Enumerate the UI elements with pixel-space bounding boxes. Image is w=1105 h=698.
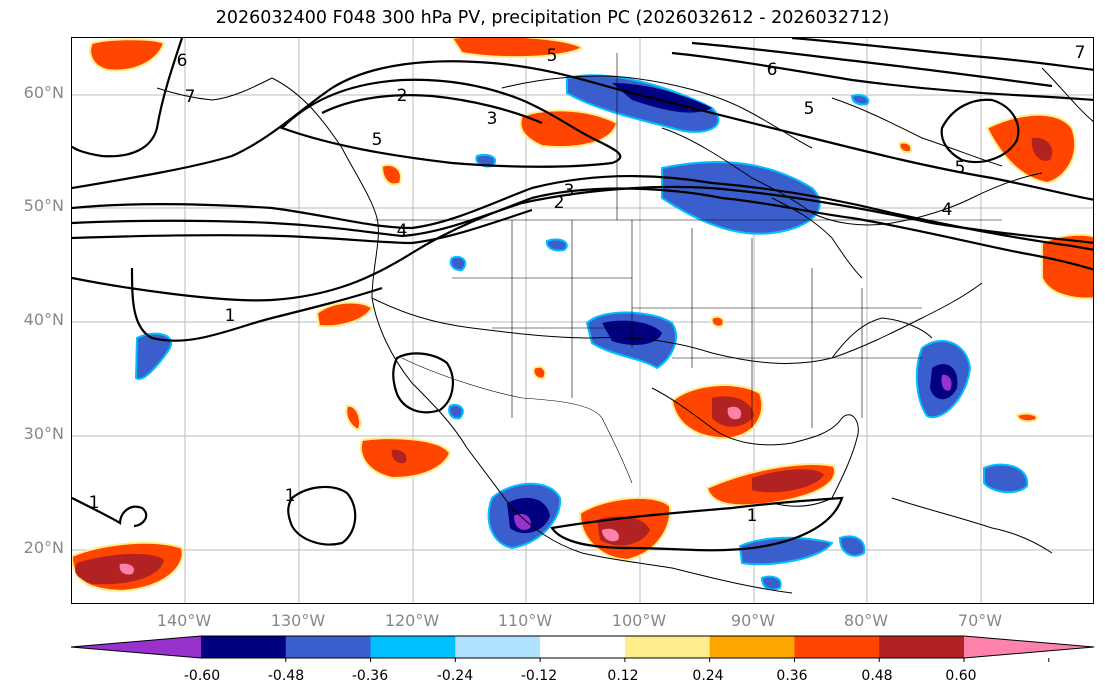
- contour-label: 1: [225, 306, 236, 326]
- colorbar-segment: [709, 636, 795, 658]
- colorbar-segment: [624, 636, 711, 658]
- contour-label: 3: [564, 181, 575, 201]
- precip-positive-areas: [72, 38, 1093, 593]
- precip-area-quebec: [985, 113, 1077, 185]
- lat-label-40n: 40°N: [23, 310, 64, 329]
- map-title: 2026032400 F048 300 hPa PV, precipitatio…: [215, 8, 890, 28]
- colorbar-segment: [71, 636, 201, 658]
- map-canvas: 1 1 1 1 2 2 3 3 4 4 5 5 5 5 6 6 7 7: [72, 38, 1093, 603]
- lon-label-80w: 80°W: [843, 611, 889, 630]
- lat-label-20n: 20°N: [23, 538, 64, 557]
- colorbar-segment: [879, 636, 965, 658]
- lon-label-70w: 70°W: [957, 611, 1003, 630]
- colorbar-segment: [794, 636, 880, 658]
- colorbar-segment: [201, 636, 287, 658]
- colorbar-tick: -0.60: [183, 668, 221, 684]
- precip-area-caribbean: [738, 536, 834, 566]
- precip-negative-areas: [134, 74, 1029, 591]
- contour-label: 1: [747, 506, 758, 526]
- contour-label: 7: [185, 87, 196, 107]
- contour-label: 6: [177, 51, 188, 71]
- colorbar-tick: 0.24: [692, 668, 724, 684]
- colorbar-tick: 0.36: [776, 668, 808, 684]
- lon-label-110w: 110°W: [497, 611, 553, 630]
- colorbar-segment: [964, 636, 1094, 658]
- lon-label-100w: 100°W: [611, 611, 667, 630]
- contour-label: 3: [487, 109, 498, 129]
- borders: [375, 53, 1002, 484]
- contour-label: 5: [372, 130, 383, 150]
- colorbar-segment: [540, 636, 626, 658]
- colorbar-segment: [285, 636, 372, 658]
- lon-label-130w: 130°W: [270, 611, 326, 630]
- contour-label: 1: [89, 493, 100, 513]
- lon-label-90w: 90°W: [730, 611, 776, 630]
- lat-label-30n: 30°N: [23, 424, 64, 443]
- lat-label-50n: 50°N: [23, 196, 64, 215]
- colorbar-tick: 0.48: [861, 668, 893, 684]
- contour-label: 2: [397, 86, 408, 106]
- contour-label: 4: [397, 221, 408, 241]
- contour-label: 5: [804, 99, 815, 119]
- precip-area-alaska: [89, 38, 166, 72]
- precip-area-canada-west: [519, 109, 619, 149]
- lat-label-60n: 60°N: [23, 83, 64, 102]
- colorbar-outline: [70, 635, 1095, 659]
- lon-label-120w: 120°W: [384, 611, 440, 630]
- contour-label: 1: [285, 486, 296, 506]
- precip-area-ontario: [661, 161, 821, 235]
- pv-contours: [72, 38, 1093, 552]
- colorbar-segment: [455, 636, 541, 658]
- contour-label: 2: [554, 193, 565, 213]
- contour-labels: 1 1 1 1 2 2 3 3 4 4 5 5 5 5 6 6 7 7: [89, 43, 1086, 526]
- contour-label: 6: [767, 60, 778, 80]
- contour-label: 5: [547, 46, 558, 66]
- precip-area-hudson: [566, 74, 720, 133]
- contour-label: 4: [942, 200, 953, 220]
- coastlines: [156, 67, 1093, 594]
- colorbar-tick: 0.60: [945, 668, 977, 684]
- colorbar-tick: 0.12: [607, 668, 639, 684]
- colorbar: [70, 635, 1095, 662]
- gridlines: [72, 38, 1093, 603]
- colorbar-segment: [370, 636, 456, 658]
- map-panel: 1 1 1 1 2 2 3 3 4 4 5 5 5 5 6 6 7 7: [71, 37, 1094, 604]
- precip-area-nova-scotia: [1041, 233, 1093, 300]
- colorbar-tick: -0.36: [351, 668, 389, 684]
- colorbar-tick: -0.12: [520, 668, 558, 684]
- contour-label: 7: [1075, 43, 1086, 63]
- colorbar-tick: -0.48: [267, 668, 305, 684]
- colorbar-tick: -0.24: [436, 668, 474, 684]
- lon-label-140w: 140°W: [156, 611, 212, 630]
- contour-label: 5: [955, 158, 966, 178]
